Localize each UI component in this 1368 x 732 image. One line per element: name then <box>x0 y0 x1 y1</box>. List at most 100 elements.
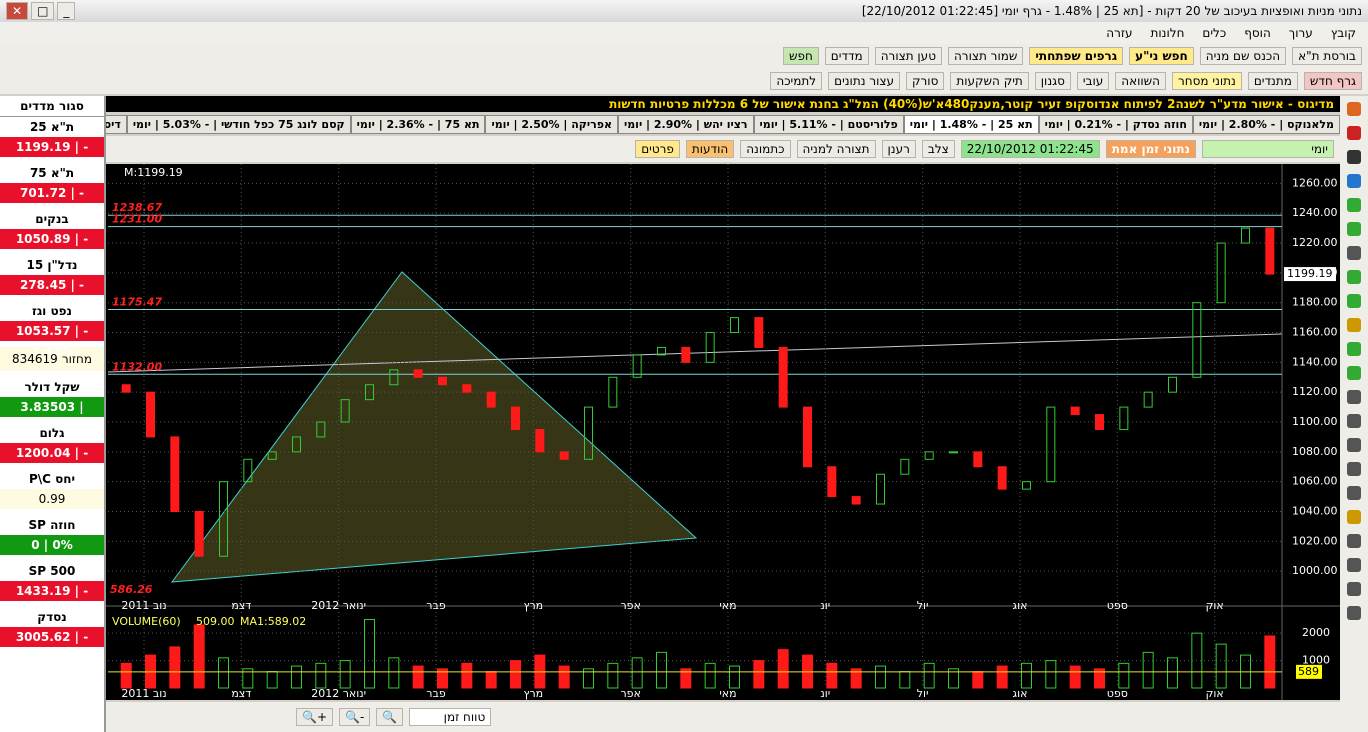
volume-title: VOLUME(60) <box>112 615 181 628</box>
menu-item[interactable]: כלים <box>1202 26 1227 40</box>
tool-icon[interactable] <box>1347 102 1361 116</box>
last-price-label: 1199.19 <box>1287 267 1333 280</box>
close[interactable]: ✕ <box>6 2 29 20</box>
toolbar-button[interactable]: עצור נתונים <box>828 72 901 90</box>
chart-tab[interactable]: רציו יהש | 2.90% | יומי <box>617 114 754 134</box>
toolbar-button[interactable]: תיק השקעות <box>950 72 1029 90</box>
toolbar-button[interactable]: מדדים <box>824 47 869 65</box>
menu-item[interactable]: הוסף <box>1244 26 1271 40</box>
chart-toolbar-button[interactable]: פרטים <box>635 140 680 158</box>
chart-tab[interactable]: קסם לונג 75 כפל חודשי | - 5.03% | יומי <box>126 114 351 134</box>
x-tick-label: דצמ <box>231 599 251 612</box>
candle-body <box>705 332 715 363</box>
toolbar-button[interactable]: הכנס שם מניה <box>1199 47 1287 65</box>
chart-tab[interactable]: חוזה נסדק | - 0.21% | יומי <box>1038 114 1193 134</box>
toolbar-button[interactable]: השוואה <box>1115 72 1167 90</box>
chart-toolbar-button[interactable]: נתוני זמן אמת <box>1105 140 1196 158</box>
volume-x-tick-label: יונ <box>820 687 830 700</box>
tool-icon[interactable] <box>1347 246 1361 260</box>
tool-icon[interactable] <box>1347 126 1361 140</box>
toolbar-button[interactable]: סגנון <box>1034 72 1071 90</box>
tool-icon[interactable] <box>1347 222 1361 236</box>
minimize[interactable]: _ <box>57 2 76 20</box>
tool-icon[interactable] <box>1347 558 1361 572</box>
range-select[interactable]: טווח זמן <box>409 708 492 726</box>
tool-icon[interactable] <box>1347 294 1361 308</box>
menu-item[interactable]: קובץ <box>1330 26 1356 40</box>
chart-toolbar-button[interactable]: 01:22:45 22/10/2012 <box>960 140 1100 158</box>
tool-icon[interactable] <box>1347 510 1361 524</box>
candle-body <box>1265 227 1275 275</box>
chart-toolbar-button[interactable]: הודעות <box>685 140 735 158</box>
tool-icon[interactable] <box>1347 342 1361 356</box>
volume-bar <box>777 649 789 689</box>
tool-icon[interactable] <box>1347 150 1361 164</box>
candle-body <box>1095 414 1104 430</box>
volume-bar <box>169 646 181 689</box>
toolbar-button[interactable]: נתוני מסחר <box>1172 72 1242 90</box>
toolbar-button[interactable]: גרף חדש <box>1303 72 1362 90</box>
index-name: מחזור <box>61 352 92 366</box>
toolbar-button[interactable]: סורק <box>906 72 945 90</box>
chart-tab[interactable]: פלוריסטם | - 5.11% | יומי <box>753 114 904 134</box>
chart-toolbar-button[interactable]: תצורה למניה <box>796 140 876 158</box>
volume-bar <box>875 665 886 689</box>
tool-icon[interactable] <box>1347 534 1361 548</box>
index-name: בנקים <box>35 212 69 226</box>
tool-icon[interactable] <box>1347 414 1361 428</box>
volume-x-tick-label: יול <box>917 687 929 700</box>
toolbar-button[interactable]: גרפים שפתחתי <box>1029 47 1124 65</box>
cursor-label: M:1199.19 <box>124 166 183 179</box>
maximize[interactable]: □ <box>31 2 55 20</box>
chart-tab[interactable]: תא 25 | - 1.48% | יומי <box>903 114 1039 134</box>
toolbar-button[interactable]: מתנדים <box>1247 72 1298 90</box>
toolbar-button[interactable]: חפש <box>782 47 819 65</box>
chart-toolbar-button[interactable]: צלב <box>921 140 955 158</box>
candle-body <box>340 399 350 423</box>
candle-body <box>365 384 374 401</box>
toolbar-button[interactable]: לתמיכה <box>770 72 823 90</box>
zoom[interactable]: 🔍 <box>376 708 404 726</box>
tool-icon[interactable] <box>1347 270 1361 284</box>
tool-icon[interactable] <box>1347 606 1361 620</box>
chart-toolbar-button[interactable]: רענן <box>881 140 916 158</box>
tool-icon[interactable] <box>1347 582 1361 596</box>
toolbar-button[interactable]: שמור תצורה <box>947 47 1024 65</box>
toolbar-button[interactable]: טען תצורה <box>874 47 942 65</box>
menu-item[interactable]: עזרה <box>1106 26 1133 40</box>
y-tick-label: 1180.00 <box>1292 296 1338 309</box>
x-tick-label: נוב 2011 <box>121 599 166 612</box>
tool-icon[interactable] <box>1347 438 1361 452</box>
chart-toolbar-button[interactable]: יומי <box>1202 140 1334 158</box>
chart-tab[interactable]: תא 75 | - 2.36% | יומי <box>350 114 486 134</box>
tool-icon[interactable] <box>1347 390 1361 404</box>
menu-item[interactable]: ערוך <box>1288 26 1313 40</box>
menu-item[interactable]: חלונות <box>1150 26 1185 40</box>
volume-tick-label: 2000 <box>1302 626 1330 639</box>
volume-x-tick-label: אפר <box>620 687 640 700</box>
toolbar-button[interactable]: בורסת ת"א <box>1292 47 1362 65</box>
title-bar: נתוני מניות ואופציות בעיכוב של 20 דקות -… <box>0 0 1368 22</box>
y-tick-label: 1240.00 <box>1292 206 1338 219</box>
toolbar-button[interactable]: חפש ני"ע <box>1129 47 1194 65</box>
y-tick-label: 1080.00 <box>1292 445 1338 458</box>
index-name: שקל דולר <box>24 380 80 394</box>
chart-tab[interactable]: אפריקה | 2.50% | יומי <box>485 114 618 134</box>
tool-icon[interactable] <box>1347 486 1361 500</box>
tool-icon[interactable] <box>1347 198 1361 212</box>
index-value: 3005.62 | - 2.19% <box>0 627 104 664</box>
tool-icon[interactable] <box>1347 462 1361 476</box>
volume-bar <box>1215 643 1227 689</box>
volume-x-tick-label: ספט <box>1107 687 1128 700</box>
candle-body <box>851 496 861 505</box>
tool-icon[interactable] <box>1347 318 1361 332</box>
toolbar-button[interactable]: עובי <box>1076 72 1110 90</box>
tool-icon[interactable] <box>1347 366 1361 380</box>
tool-icon[interactable] <box>1347 174 1361 188</box>
zoom-in[interactable]: 🔍+ <box>296 708 333 726</box>
chart-tab[interactable]: דיסקונט השקעות <box>106 114 127 134</box>
zoom-out[interactable]: 🔍- <box>339 708 371 726</box>
chart-toolbar-button[interactable]: כתמונה <box>740 140 791 158</box>
chart-tab[interactable]: מלאנוקס | - 2.80% | יומי <box>1192 114 1340 134</box>
